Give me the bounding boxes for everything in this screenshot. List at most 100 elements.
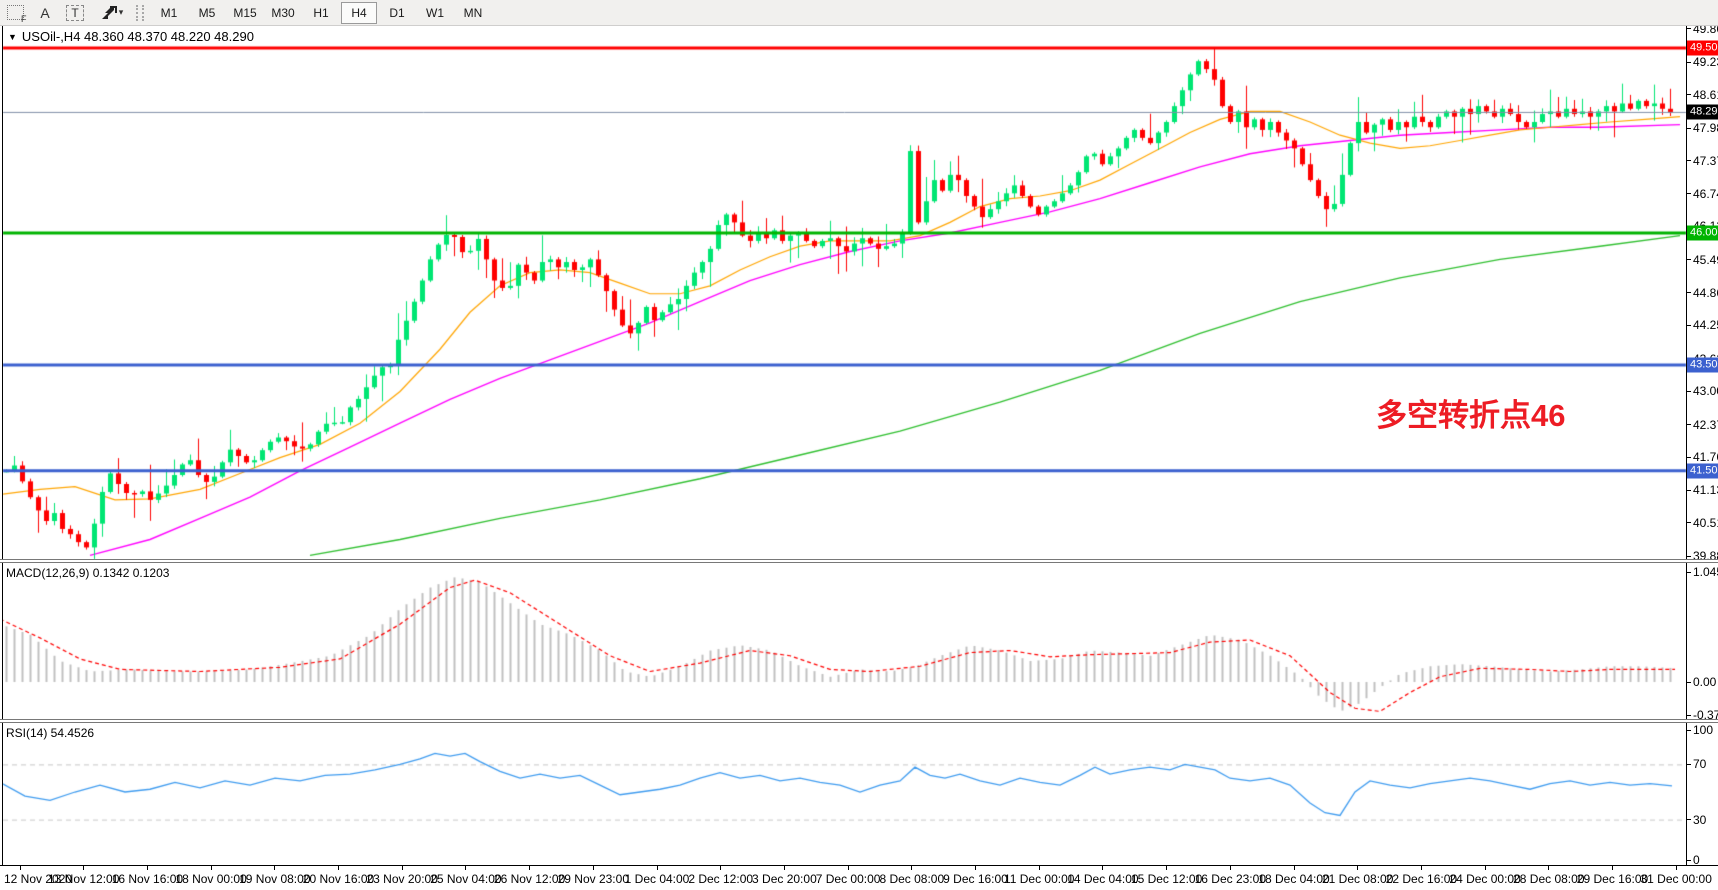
timeframe-button[interactable]: D1 — [389, 5, 405, 20]
arrow-label-tool-button[interactable]: A — [32, 3, 58, 23]
time-tick-label: 16 Nov 16:00 — [111, 872, 184, 886]
price-tick — [1686, 522, 1691, 523]
time-tick-label: 28 Dec 08:00 — [1513, 872, 1585, 886]
time-tick — [911, 866, 912, 870]
price-tick — [1686, 457, 1691, 458]
time-tick-label: 2 Dec 12:00 — [688, 872, 754, 886]
time-tick — [593, 866, 594, 870]
rsi-tick-label: 0 — [1693, 853, 1700, 867]
time-tick — [848, 866, 849, 870]
time-tick — [147, 866, 148, 870]
timeframe-button[interactable]: M15 — [233, 5, 257, 20]
price-tick — [1686, 128, 1691, 129]
rsi-tick-label: 30 — [1693, 812, 1707, 827]
text-tool-button[interactable]: T — [62, 3, 88, 23]
time-tick-label: 3 Dec 20:00 — [752, 872, 817, 886]
macd-tick-label: 1.0455 — [1693, 565, 1718, 580]
price-tick — [1686, 325, 1691, 326]
price-tick-label: 43.005 — [1693, 384, 1718, 399]
timeframe-button[interactable]: H1 — [313, 5, 329, 20]
price-level-badge: 46.000 — [1687, 225, 1718, 241]
time-tick-label: 15 Dec 12:00 — [1130, 872, 1203, 886]
time-tick — [274, 866, 275, 870]
price-tick — [1686, 193, 1691, 194]
rsi-tick-label: 70 — [1693, 757, 1707, 772]
time-tick-label: 13 Nov 12:00 — [47, 872, 120, 886]
time-tick — [1421, 866, 1422, 870]
timeframe-button[interactable]: MN — [463, 5, 483, 20]
time-tick-label: 18 Nov 00:00 — [175, 872, 247, 886]
time-tick-label: 29 Nov 23:00 — [557, 872, 629, 886]
timeframe-button[interactable]: M5 — [198, 5, 216, 20]
price-tick — [1686, 556, 1691, 557]
timeframe-button[interactable]: M30 — [271, 5, 295, 20]
price-tick-label: 40.515 — [1693, 515, 1718, 530]
time-tick-label: 14 Dec 04:00 — [1067, 872, 1139, 886]
time-tick — [1357, 866, 1358, 870]
price-level-badge: 49.500 — [1687, 40, 1718, 56]
time-tick-label: 12 Nov 2020 — [4, 872, 73, 886]
toolbar-grip[interactable] — [136, 4, 144, 21]
time-tick — [1230, 866, 1231, 870]
cursor-mode-button[interactable]: ▾ — [92, 3, 132, 23]
time-tick — [402, 866, 403, 870]
price-tick-label: 47.985 — [1693, 121, 1718, 136]
timeframe-button[interactable]: W1 — [426, 5, 444, 20]
timeframe-bar: M1 M5 M15 M30 H1 H4 D1 W1 MN — [150, 1, 492, 24]
time-tick — [1485, 866, 1486, 870]
time-tick-label: 31 Dec 00:00 — [1640, 872, 1712, 886]
rsi-tick — [1686, 730, 1691, 731]
time-tick-label: 20 Nov 16:00 — [302, 872, 375, 886]
price-scale-border — [1686, 25, 1687, 866]
time-tick-label: 21 Dec 08:00 — [1321, 872, 1394, 886]
macd-tick — [1686, 572, 1691, 573]
price-tick — [1686, 28, 1691, 29]
price-tick-label: 46.740 — [1693, 186, 1718, 201]
price-level-badge: 41.500 — [1687, 463, 1718, 479]
time-tick-label: 26 Nov 12:00 — [493, 872, 566, 886]
timeframe-button[interactable]: M1 — [160, 5, 178, 20]
dotted-grid-icon: F — [6, 5, 27, 24]
template-f-icon[interactable]: F — [2, 3, 28, 24]
price-tick-label: 41.760 — [1693, 450, 1718, 465]
time-tick — [83, 866, 84, 870]
rsi-label: RSI(14) 54.4526 — [6, 726, 95, 740]
price-level-badge: 43.500 — [1687, 357, 1718, 373]
chart-text-annotation[interactable]: 多空转折点46 — [1376, 398, 1566, 433]
bid-price-badge: 48.290 — [1687, 104, 1718, 120]
time-tick — [720, 866, 721, 870]
time-tick-label: 29 Dec 16:00 — [1576, 872, 1649, 886]
rsi-tick — [1686, 764, 1691, 765]
time-tick-label: 25 Nov 04:00 — [430, 872, 502, 886]
double-arrow-icon — [101, 5, 117, 19]
price-tick — [1686, 292, 1691, 293]
time-tick — [20, 866, 21, 870]
time-tick-label: 7 Dec 00:00 — [815, 872, 881, 886]
price-scale[interactable] — [1686, 25, 1718, 865]
timeframe-button[interactable]: H4 — [341, 1, 377, 24]
time-tick-label: 22 Dec 16:00 — [1385, 872, 1458, 886]
price-tick-label: 42.375 — [1693, 417, 1718, 432]
time-tick — [1676, 866, 1677, 870]
macd-tick — [1686, 715, 1691, 716]
time-tick — [338, 866, 339, 870]
time-axis-border — [0, 865, 1718, 866]
time-tick — [1294, 866, 1295, 870]
price-tick — [1686, 160, 1691, 161]
macd-tick-label: -0.375 — [1693, 708, 1718, 722]
plot-left-border — [2, 25, 3, 866]
price-tick — [1686, 490, 1691, 491]
price-tick — [1686, 62, 1691, 63]
time-tick-label: 1 Dec 04:00 — [624, 872, 690, 886]
toolbar: F A T ▾ M1 M5 M15 M30 H1 H4 D1 W1 M — [0, 0, 1718, 26]
rsi-tick — [1686, 819, 1691, 820]
time-tick — [1102, 866, 1103, 870]
price-tick-label: 41.130 — [1693, 483, 1718, 498]
time-tick — [657, 866, 658, 870]
macd-rsi-splitter[interactable] — [0, 719, 1718, 723]
price-tick-label: 47.370 — [1693, 153, 1718, 168]
symbol-ohlc-line[interactable]: ▼ USOil-,H4 48.360 48.370 48.220 48.290 — [8, 29, 254, 44]
main-macd-splitter[interactable] — [0, 559, 1718, 563]
